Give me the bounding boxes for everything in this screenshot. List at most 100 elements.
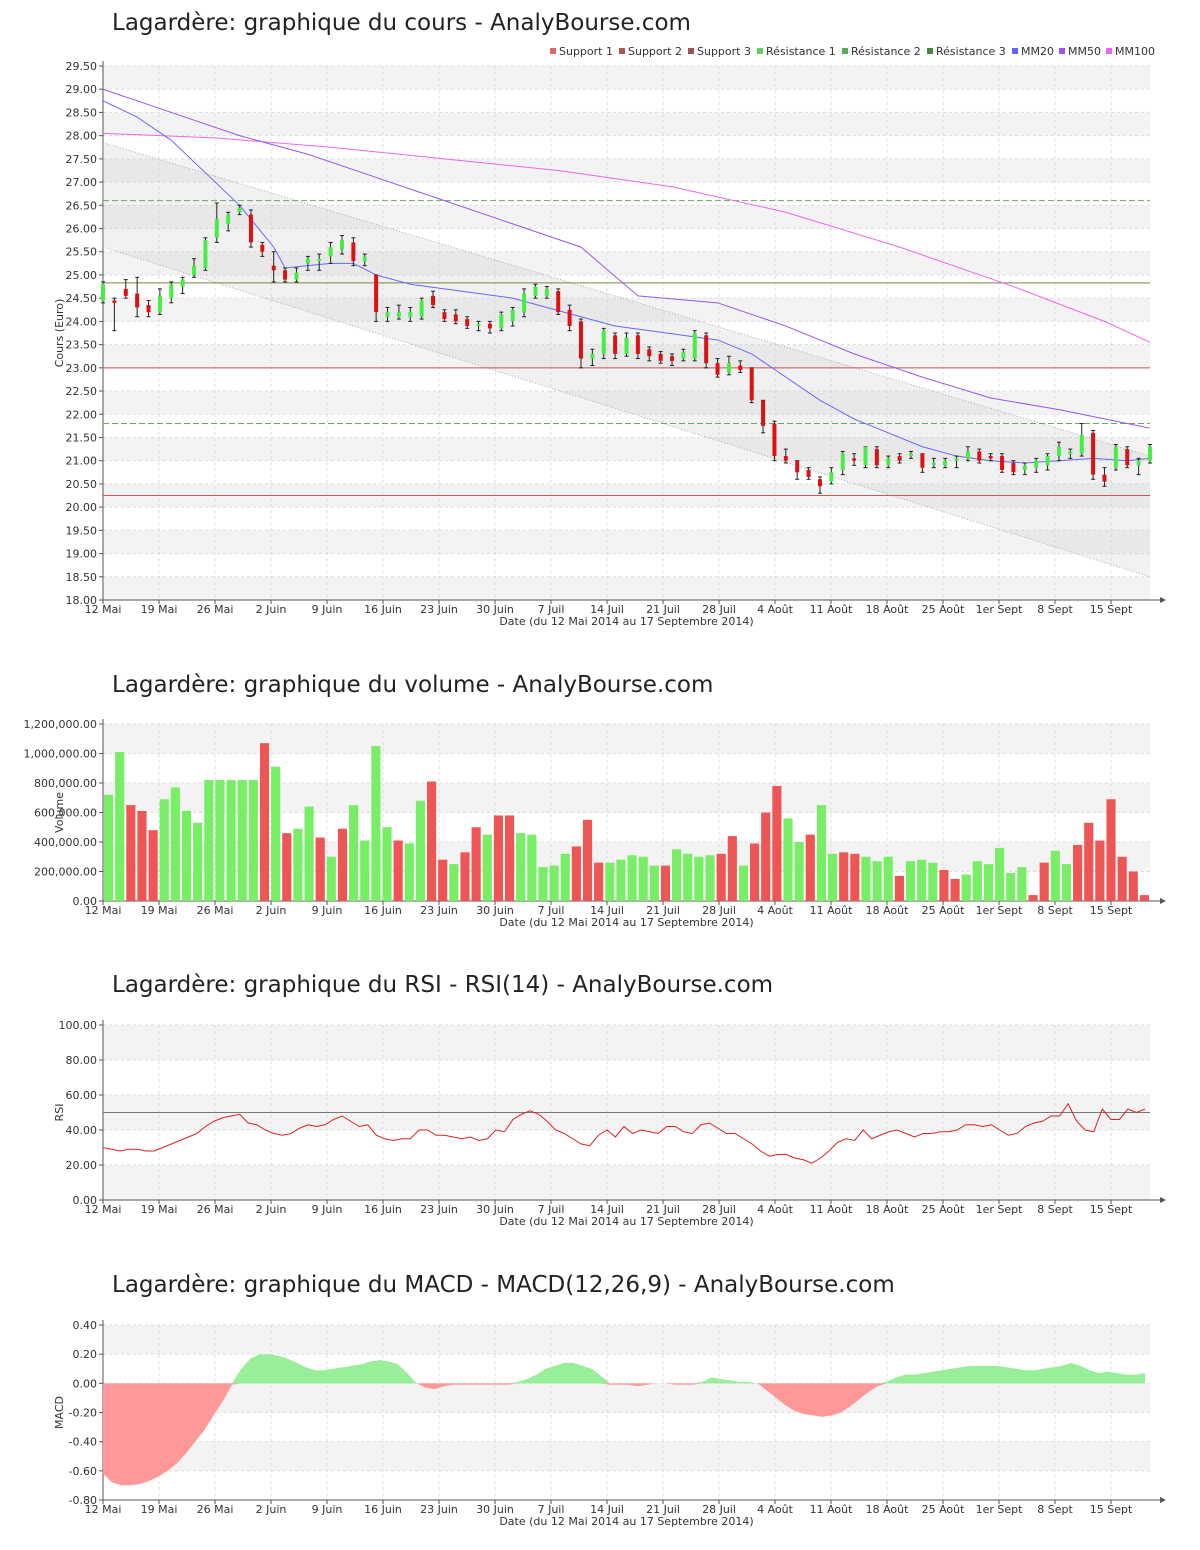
- trend-channel-upper: [102, 142, 1151, 457]
- price-xtick-label: 11 Août: [810, 603, 854, 616]
- candle-body: [271, 265, 276, 271]
- volume-bar: [282, 833, 292, 901]
- volume-bar: [326, 856, 336, 901]
- mm100-line: [102, 132, 1151, 343]
- macd-ytick-label: -0.60: [69, 1465, 97, 1478]
- volume-bar: [304, 806, 314, 901]
- volume-bar: [672, 849, 682, 901]
- macd-ytick-label: 0.40: [73, 1319, 98, 1332]
- price-ytick-label: 29.50: [66, 60, 98, 73]
- legend-entry: Support 2: [628, 45, 682, 58]
- price-ytick-label: 28.50: [66, 106, 98, 119]
- volume-bar: [816, 805, 826, 901]
- macd-ytick-label: 0.00: [73, 1377, 98, 1390]
- rsi-ytick-label: 20.00: [66, 1159, 98, 1172]
- candle-body: [385, 312, 390, 317]
- candle-body: [567, 309, 572, 327]
- price-grid-band: [103, 391, 1150, 415]
- candle-body: [806, 469, 811, 477]
- candle-body: [339, 240, 344, 250]
- volume-bar: [827, 853, 838, 901]
- candle-body: [135, 293, 140, 308]
- volume-bar: [794, 842, 804, 901]
- price-ytick-label: 19.50: [66, 524, 98, 537]
- price-xtick-label: 9 Juin: [312, 603, 343, 616]
- volume-bar: [605, 862, 615, 901]
- candle-body: [624, 337, 629, 354]
- candle-body: [328, 247, 333, 257]
- volume-xtick-label: 19 Mai: [141, 904, 178, 917]
- volume-bar: [972, 861, 982, 901]
- candle-body: [305, 258, 310, 264]
- volume-bar: [438, 859, 448, 901]
- volume-xtick-label: 26 Mai: [197, 904, 234, 917]
- volume-xtick-label: 28 Juil: [702, 904, 736, 917]
- legend-swatch: [757, 48, 763, 54]
- candle-body: [738, 365, 743, 371]
- candle-body: [374, 274, 379, 313]
- volume-bar: [1050, 850, 1060, 901]
- volume-bar: [404, 843, 414, 901]
- candle-body: [749, 367, 754, 401]
- macd-xtick-label: 18 Août: [866, 1503, 910, 1516]
- price-chart-title: Lagardère: graphique du cours - AnalyBou…: [112, 10, 691, 36]
- volume-xtick-label: 14 Juil: [590, 904, 624, 917]
- candle-body: [453, 314, 458, 322]
- candle-body: [704, 335, 709, 364]
- price-ytick-label: 24.50: [66, 292, 98, 305]
- volume-xtick-label: 18 Août: [866, 904, 910, 917]
- candle-body: [1079, 435, 1084, 454]
- rsi-x-arrow: [1160, 1197, 1166, 1203]
- volume-bar: [616, 859, 626, 901]
- macd-xtick-label: 7 Juil: [538, 1503, 565, 1516]
- rsi-chart-title: Lagardère: graphique du RSI - RSI(14) - …: [112, 972, 774, 998]
- volume-ytick-label: 600,000.00: [34, 807, 97, 820]
- rsi-xtick-label: 15 Sept: [1090, 1203, 1133, 1216]
- rsi-line: [102, 1102, 1146, 1164]
- macd-xtick-label: 8 Sept: [1037, 1503, 1073, 1516]
- price-xtick-label: 19 Mai: [141, 603, 178, 616]
- legend-swatch: [550, 48, 556, 54]
- price-ytick-label: 29.00: [66, 83, 98, 96]
- trend-channel: [103, 142, 1150, 577]
- volume-bar: [215, 780, 225, 901]
- candle-body: [886, 458, 891, 466]
- candle-body: [396, 312, 401, 317]
- candle-body: [681, 351, 686, 359]
- macd-x-arrow: [1160, 1497, 1166, 1503]
- candle-body: [726, 363, 731, 373]
- legend-swatch: [688, 48, 694, 54]
- candle-body: [362, 256, 367, 262]
- volume-ytick-label: 1,200,000.00: [24, 718, 97, 731]
- volume-xtick-label: 9 Juin: [312, 904, 343, 917]
- legend-entry: Résistance 1: [766, 45, 836, 58]
- volume-bar: [1139, 895, 1149, 901]
- macd-xtick-label: 16 Juin: [364, 1503, 402, 1516]
- legend-swatch: [1012, 48, 1018, 54]
- mm20-line: [102, 100, 1151, 464]
- macd-xtick-label: 15 Sept: [1090, 1503, 1133, 1516]
- rsi-ytick-label: 60.00: [66, 1089, 98, 1102]
- price-xtick-label: 12 Mai: [85, 603, 122, 616]
- macd-xtick-label: 21 Juil: [646, 1503, 680, 1516]
- volume-bar: [738, 865, 749, 901]
- price-ytick-label: 28.00: [66, 130, 98, 143]
- macd-xtick-label: 1er Sept: [976, 1503, 1024, 1516]
- volume-bar: [627, 855, 637, 901]
- price-xtick-label: 7 Juil: [538, 603, 565, 616]
- volume-bar: [449, 864, 459, 901]
- volume-bar: [939, 870, 949, 901]
- candle-body: [988, 456, 993, 459]
- rsi-xtick-label: 8 Sept: [1037, 1203, 1073, 1216]
- price-ytick-label: 25.50: [66, 246, 98, 259]
- volume-bar: [193, 822, 203, 901]
- volume-bar: [1084, 822, 1094, 901]
- candle-body: [260, 244, 265, 252]
- macd-chart-title: Lagardère: graphique du MACD - MACD(12,2…: [112, 1272, 895, 1298]
- price-ytick-label: 20.00: [66, 501, 98, 514]
- volume-bar: [471, 827, 481, 901]
- legend-entry: Support 3: [697, 45, 751, 58]
- volume-xtick-label: 7 Juil: [538, 904, 565, 917]
- volume-bar: [1006, 872, 1016, 901]
